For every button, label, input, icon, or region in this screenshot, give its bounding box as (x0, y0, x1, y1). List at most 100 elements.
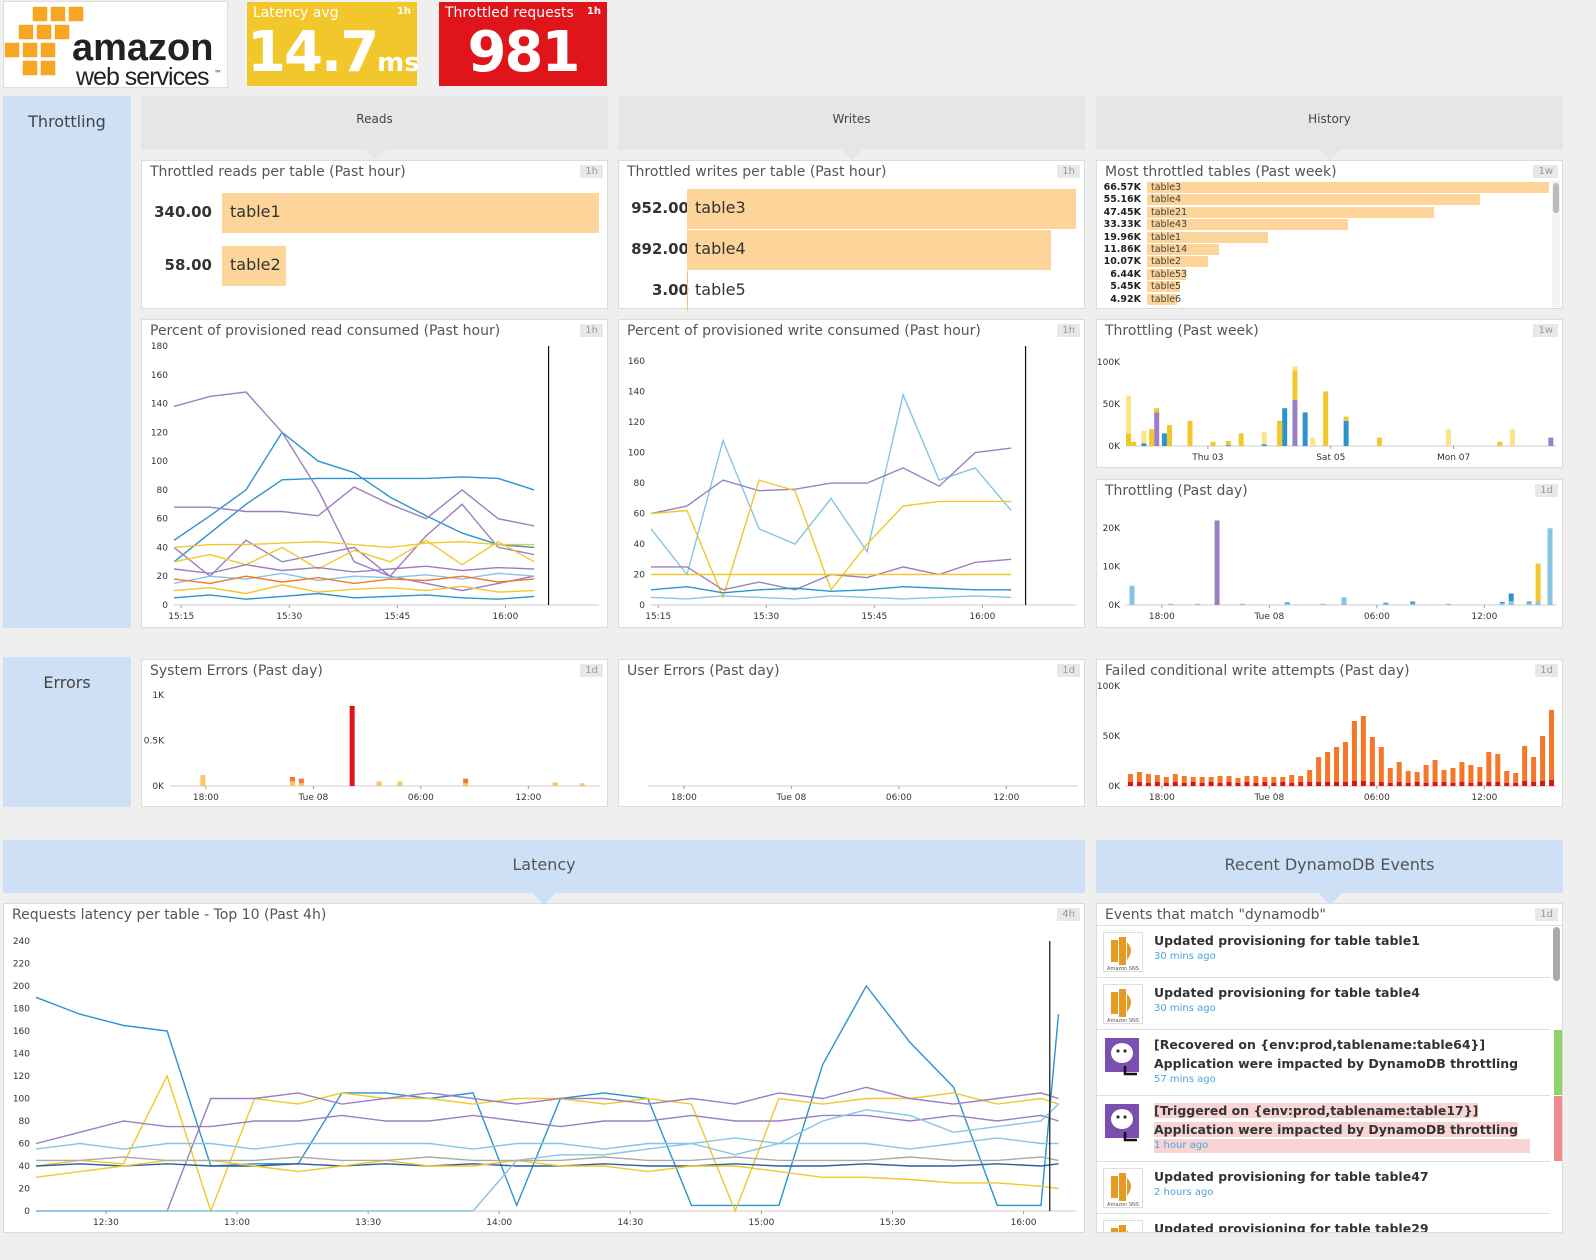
event-text[interactable]: Updated provisioning for table table47 (1154, 1169, 1429, 1184)
x-tick-label: Tue 08 (1253, 612, 1284, 622)
series-line-6 (173, 539, 535, 570)
y-tick-label: 220 (13, 960, 30, 970)
x-tick-label: Sat 05 (1316, 453, 1345, 463)
y-tick-label: 60 (634, 510, 646, 520)
event-title[interactable]: Updated provisioning for table table4 30 … (1154, 983, 1530, 1016)
event-title[interactable]: [Recovered on {env:prod,tablename:table6… (1154, 1035, 1530, 1087)
event-item[interactable]: [Triggered on {env:prod,tablename:table1… (1097, 1096, 1562, 1162)
series-line-2 (36, 1086, 1059, 1212)
series-line-3 (174, 486, 535, 527)
latency-widget: 0 20 40 60 80 100 120 140 160 180 200 220 240 12:30 13… (3, 903, 1085, 1233)
y-tick-label: 0K (1108, 782, 1121, 792)
bar-0 (1129, 585, 1135, 605)
bar-0 (1141, 443, 1147, 446)
x-tick-label: 15:30 (880, 1218, 906, 1228)
event-item[interactable]: Amazon SNS Updated provisioning for table… (1097, 1214, 1550, 1233)
y-tick-label: 100K (1097, 682, 1121, 692)
table-name: table1 (230, 202, 281, 221)
bar-1 (1325, 752, 1331, 782)
y-tick-label: 100K (1097, 358, 1121, 368)
bar-0 (1280, 782, 1286, 786)
table-row: 47.45K table21 (1101, 206, 1551, 219)
event-text[interactable]: [Recovered on {env:prod,tablename:table6… (1154, 1037, 1519, 1071)
bar-1 (1307, 770, 1313, 782)
table-row: 10.07K table2 (1101, 256, 1551, 268)
amazon-sns-icon: Amazon SNS (1103, 1220, 1143, 1232)
bar-0 (1316, 782, 1322, 786)
bar-0 (1253, 783, 1259, 786)
bar-1 (1459, 762, 1465, 782)
throttle-value: 5.45K (1110, 281, 1141, 293)
timeframe-badge: 1h (580, 165, 603, 178)
event-text[interactable]: [Triggered on {env:prod,tablename:table1… (1154, 1103, 1519, 1137)
throttled-requests-widget: Throttled requests 1h 981 (439, 2, 607, 86)
bar-0 (1378, 782, 1384, 786)
bar-0 (1351, 781, 1357, 786)
group-history: History (1096, 96, 1563, 160)
bar-2 (349, 705, 355, 786)
y-tick-label: 80 (634, 479, 646, 489)
bar-0 (1531, 782, 1537, 786)
event-item[interactable]: Amazon SNS Updated provisioning for table… (1097, 978, 1550, 1030)
datadog-icon (1103, 1036, 1143, 1076)
event-text[interactable]: Updated provisioning for table table1 (1154, 933, 1420, 948)
series-line-9 (173, 584, 535, 595)
bar-0 (1387, 783, 1393, 786)
x-tick-label: 15:45 (861, 612, 887, 622)
table-row: 3.00 table5 (619, 271, 1084, 311)
x-tick-label: 18:00 (671, 793, 697, 803)
x-tick-label: Mon 07 (1437, 453, 1470, 463)
bar-0 (1549, 780, 1555, 786)
bar-0 (1522, 781, 1528, 786)
series-line-2 (173, 391, 535, 592)
bar-0 (1172, 782, 1178, 786)
throttle-bar (1147, 206, 1434, 218)
throttle-value: 340.00 (154, 203, 212, 221)
event-title[interactable]: Updated provisioning for table table47 2 … (1154, 1167, 1530, 1200)
table-row: 19.96K table1 (1101, 231, 1551, 244)
bar-1 (1410, 601, 1416, 604)
scrollbar[interactable] (1552, 181, 1560, 307)
latency-chart: 0 20 40 60 80 100 120 140 160 180 200 220 240 12:30 13… (13, 937, 1076, 1228)
x-tick-label: 15:30 (276, 612, 302, 622)
scrollbar-thumb[interactable] (1553, 927, 1560, 981)
event-title[interactable]: Updated provisioning for table table29 (1154, 1219, 1530, 1233)
throttle-bar (222, 193, 599, 233)
event-item[interactable]: Amazon SNS Updated provisioning for table… (1097, 1162, 1550, 1214)
event-title[interactable]: [Triggered on {env:prod,tablename:table1… (1154, 1101, 1530, 1153)
y-tick-label: 180 (13, 1005, 30, 1015)
bar-1 (1495, 754, 1501, 782)
event-title[interactable]: Updated provisioning for table table1 30 … (1154, 931, 1530, 964)
bar-2 (1292, 370, 1298, 400)
throttle-value: 10.07K (1103, 256, 1141, 268)
x-tick-label: 15:30 (753, 612, 779, 622)
timeframe-badge: 4h (1057, 908, 1080, 921)
event-item[interactable]: Amazon SNS Updated provisioning for table… (1097, 926, 1550, 978)
bar-1 (1477, 767, 1483, 782)
scrollbar[interactable] (1552, 926, 1561, 1232)
event-time: 1 hour ago (1154, 1139, 1530, 1153)
event-text[interactable]: Updated provisioning for table table4 (1154, 985, 1420, 1000)
table-name: table14 (1151, 244, 1188, 255)
latency-value: 14.7ms (247, 20, 420, 85)
event-text[interactable]: Updated provisioning for table table29 (1154, 1221, 1429, 1233)
bar-1 (1360, 716, 1366, 781)
throttle-bar (687, 230, 1052, 270)
x-tick-label: 13:30 (355, 1218, 381, 1228)
throttle-bar (687, 271, 689, 311)
bar-1 (1548, 437, 1554, 446)
bar-0 (1369, 782, 1375, 786)
bar-1 (1292, 399, 1298, 446)
bar-1 (1154, 412, 1160, 446)
table-row: 952.00 table3 (619, 189, 1084, 229)
y-tick-label: 140 (151, 400, 168, 410)
x-tick-label: 16:00 (969, 612, 995, 622)
bar-1 (1316, 757, 1322, 782)
scrollbar-thumb[interactable] (1553, 183, 1559, 213)
y-tick-label: 140 (13, 1050, 30, 1060)
event-item[interactable]: [Recovered on {env:prod,tablename:table6… (1097, 1030, 1562, 1096)
widget-title: Requests latency per table - Top 10 (Pas… (12, 907, 327, 923)
throttle-bar (1147, 293, 1177, 305)
bar-0 (1441, 782, 1447, 786)
bar-0 (1307, 782, 1313, 786)
